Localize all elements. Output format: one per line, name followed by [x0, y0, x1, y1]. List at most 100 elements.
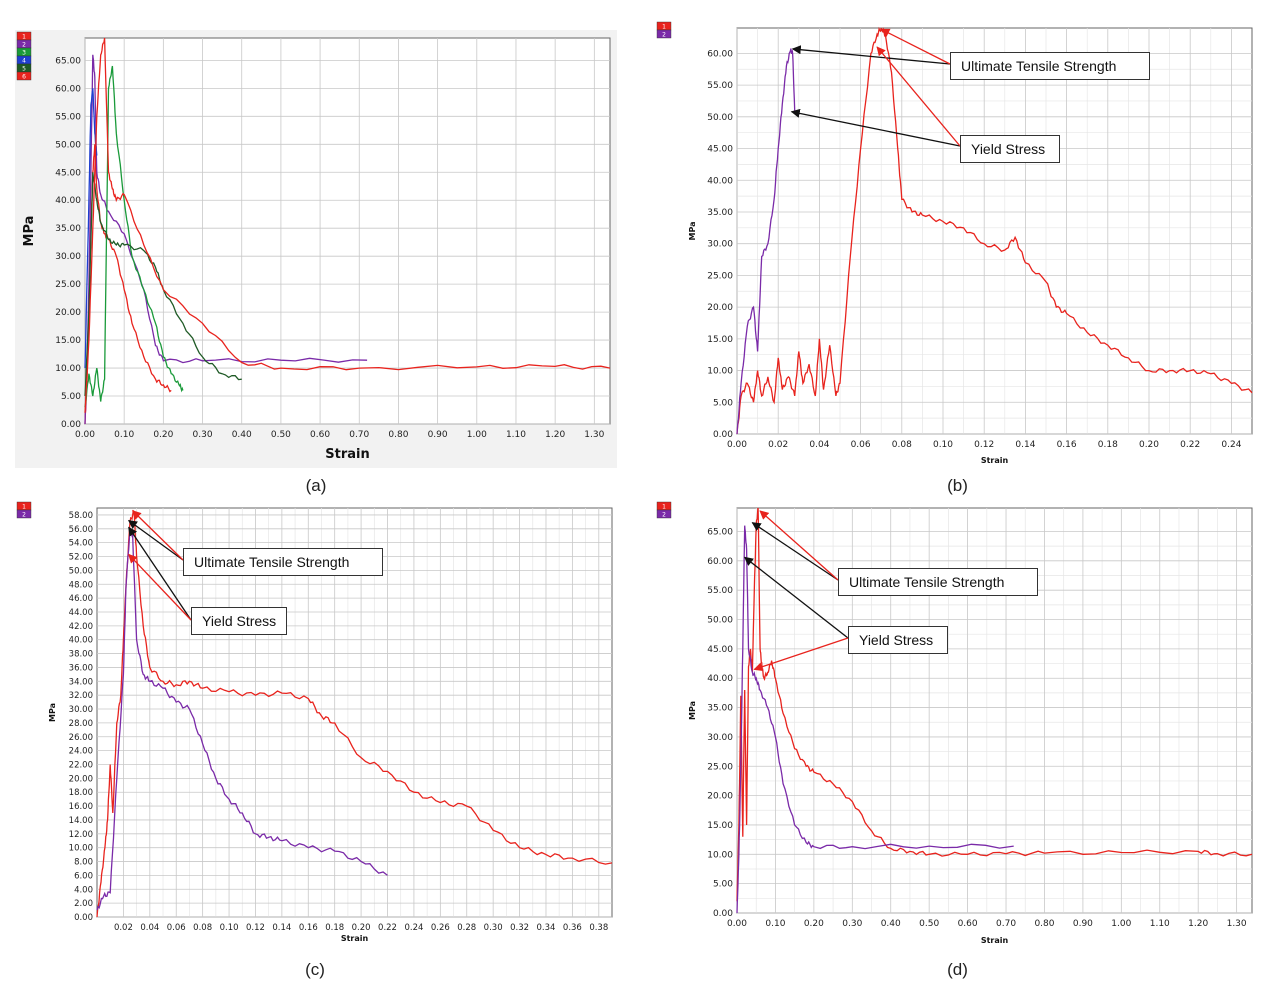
y-tick-label: 22.00: [69, 760, 93, 770]
x-tick-label: 0.20: [153, 430, 173, 440]
x-tick-label: 0.70: [349, 430, 369, 440]
caption-a: (a): [305, 476, 327, 495]
chart-a-svg: 0.00 0.10 0.20 0.30 0.40 0.50 0.60 0.70 0.80 0.90…: [15, 30, 617, 468]
x-tick-label: 0.30: [842, 919, 862, 929]
legend-label: 2: [662, 512, 666, 519]
legend-swatch: [16, 71, 32, 81]
legend-swatch: [656, 29, 672, 39]
x-tick-label: 1.10: [506, 430, 526, 440]
x-tick-label: 1.20: [1188, 919, 1208, 929]
y-tick-label: 50.00: [707, 616, 733, 626]
callout-arrow-ys: [790, 108, 961, 147]
x-tick-label: 0.12: [974, 440, 994, 450]
x-axis-label: Strain: [341, 934, 369, 943]
x-tick-label: 0.14: [272, 923, 291, 933]
y-tick-label: 56.00: [69, 525, 93, 535]
x-tick-label: 0.26: [431, 923, 450, 933]
x-tick-label: 0.16: [1057, 440, 1077, 450]
y-tick-label: 55.00: [707, 81, 733, 91]
y-tick-label: 15.00: [55, 336, 81, 346]
x-tick-label: 0.34: [537, 923, 556, 933]
y-tick-label: 60.00: [55, 84, 81, 94]
x-tick-label: 1.30: [1227, 919, 1247, 929]
x-tick-label: 0.10: [114, 430, 134, 440]
y-tick-label: 2.00: [74, 899, 93, 909]
y-axis-label: MPa: [22, 216, 37, 247]
y-tick-label: 15.00: [707, 821, 733, 831]
series-line-1: [736, 26, 1253, 435]
x-tick-label: 0.90: [1073, 919, 1093, 929]
legend-label: 5: [22, 66, 26, 73]
x-tick-label: 0.16: [299, 923, 318, 933]
series-line-2: [736, 48, 796, 435]
y-tick-label: 5.00: [713, 398, 733, 408]
y-tick-label: 55.00: [55, 112, 81, 122]
x-axis-label: Strain: [325, 447, 369, 462]
caption-d: (d): [947, 960, 968, 979]
x-tick-label: 0.10: [220, 923, 239, 933]
x-tick-label: 0.80: [388, 430, 408, 440]
y-tick-label: 20.00: [55, 308, 81, 318]
x-tick-label: 0.24: [1221, 440, 1241, 450]
series-line-2: [84, 54, 368, 425]
y-tick-label: 0.00: [74, 913, 93, 923]
y-tick-label: 0.00: [61, 420, 81, 430]
y-tick-label: 35.00: [707, 704, 733, 714]
x-tick-label: 0.80: [1034, 919, 1054, 929]
y-tick-label: 55.00: [707, 586, 733, 596]
x-tick-label: 0.04: [809, 440, 829, 450]
legend-swatch: [16, 509, 32, 519]
x-tick-label: 0.18: [1098, 440, 1118, 450]
y-tick-label: 35.00: [55, 224, 81, 234]
y-tick-label: 30.00: [55, 252, 81, 262]
chart-panel-c: 0.02 0.04 0.06 0.08 0.10 0.12 0.14 0.16 0.18 0.20…: [15, 500, 615, 948]
y-tick-label: 60.00: [707, 49, 733, 59]
x-tick-label: 0.60: [310, 430, 330, 440]
callout-arrow-uts: [132, 510, 184, 561]
chart-c-svg: 0.02 0.04 0.06 0.08 0.10 0.12 0.14 0.16 0.18 0.20…: [16, 501, 613, 943]
callout-arrow-uts: [759, 510, 839, 581]
x-tick-label: 0.20: [1139, 440, 1159, 450]
series-line-1: [736, 507, 1253, 902]
legend-label: 2: [22, 512, 26, 519]
callout-uts-d: Ultimate Tensile Strength: [838, 568, 1038, 596]
y-tick-label: 0.00: [713, 909, 733, 919]
y-tick-label: 65.00: [55, 56, 81, 66]
x-tick-label: 0.20: [352, 923, 371, 933]
legend-label: 2: [22, 42, 26, 49]
y-tick-label: 15.00: [707, 335, 733, 345]
callout-uts-b: Ultimate Tensile Strength: [950, 52, 1150, 80]
y-tick-label: 50.00: [69, 566, 93, 576]
x-tick-label: 1.30: [584, 430, 604, 440]
y-tick-label: 46.00: [69, 594, 93, 604]
callout-ys-c: Yield Stress: [191, 607, 287, 635]
x-tick-label: 0.02: [114, 923, 133, 933]
y-tick-label: 60.00: [707, 557, 733, 567]
y-tick-label: 44.00: [69, 608, 93, 618]
series-line-3: [84, 65, 184, 408]
y-tick-label: 26.00: [69, 733, 93, 743]
x-tick-label: 1.00: [1111, 919, 1131, 929]
x-tick-label: 0.02: [768, 440, 788, 450]
x-tick-label: 1.20: [545, 430, 565, 440]
y-tick-label: 52.00: [69, 553, 93, 563]
y-tick-label: 25.00: [707, 271, 733, 281]
y-tick-label: 38.00: [69, 650, 93, 660]
y-tick-label: 5.00: [61, 392, 81, 402]
legend-label: 1: [662, 504, 666, 511]
y-tick-label: 18.00: [69, 788, 93, 798]
y-tick-label: 4.00: [74, 885, 93, 895]
x-tick-label: 0.50: [271, 430, 291, 440]
x-tick-label: 0.38: [589, 923, 608, 933]
legend-label: 1: [22, 504, 26, 511]
caption-c: (c): [305, 960, 325, 979]
y-tick-label: 20.00: [707, 303, 733, 313]
y-tick-label: 10.00: [707, 367, 733, 377]
callout-uts-c: Ultimate Tensile Strength: [183, 548, 383, 576]
chart-b-svg: 0.00 0.02 0.04 0.06 0.08 0.10 0.12 0.14 0.16 0.18…: [656, 21, 1253, 465]
y-tick-label: 48.00: [69, 580, 93, 590]
y-tick-label: 10.00: [69, 844, 93, 854]
chart-panel-b: 0.00 0.02 0.04 0.06 0.08 0.10 0.12 0.14 0.16 0.18…: [655, 20, 1260, 468]
callout-arrow-ys: [753, 637, 849, 672]
y-tick-label: 6.00: [74, 871, 93, 881]
